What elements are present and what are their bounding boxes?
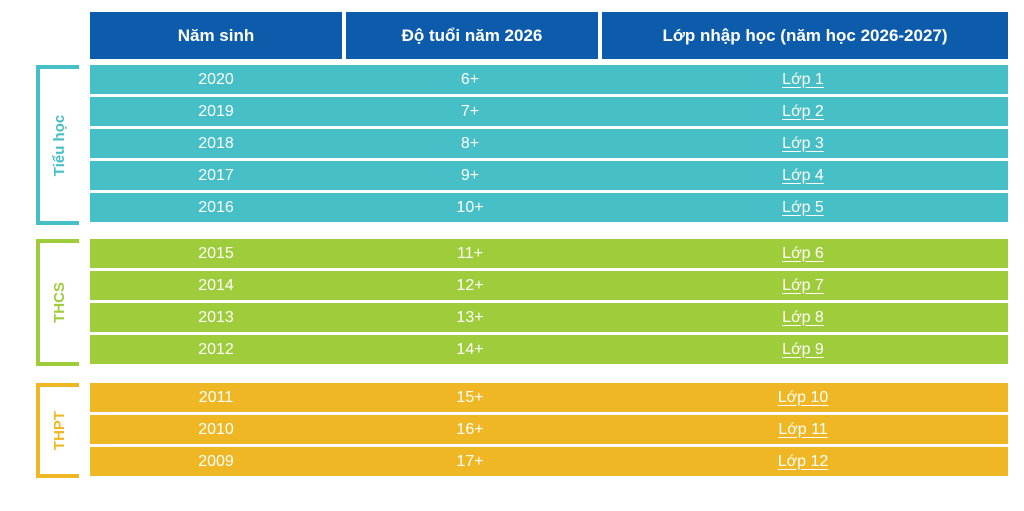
header-birth-year: Năm sinh bbox=[90, 12, 342, 59]
age-cell-text: 11+ bbox=[457, 244, 483, 262]
grade-cell-text: Lớp 8 bbox=[782, 308, 824, 326]
age-cell-text: 17+ bbox=[456, 452, 484, 470]
birth-year-cell: 2010 bbox=[90, 415, 342, 444]
age-cell: 7+ bbox=[342, 97, 598, 126]
table-row: 2020 6+ Lớp 1 bbox=[90, 65, 1008, 94]
grade-cell-text: Lớp 1 bbox=[782, 70, 824, 88]
birth-year-cell: 2009 bbox=[90, 447, 342, 476]
table-row: 2019 7+ Lớp 2 bbox=[90, 97, 1008, 126]
grade-cell: Lớp 1 bbox=[598, 65, 1008, 94]
birth-year-cell: 2012 bbox=[90, 335, 342, 364]
grade-cell-text: Lớp 2 bbox=[782, 102, 824, 120]
age-cell: 6+ bbox=[342, 65, 598, 94]
grade-cell: Lớp 11 bbox=[598, 415, 1008, 444]
age-cell-text: 8+ bbox=[460, 134, 480, 152]
grade-cell-text: Lớp 6 bbox=[782, 244, 824, 262]
age-cell: 13+ bbox=[342, 303, 598, 332]
age-cell: 17+ bbox=[342, 447, 598, 476]
age-cell-text: 16+ bbox=[456, 420, 484, 438]
age-cell-text: 12+ bbox=[456, 276, 484, 294]
birth-year-cell-text: 2016 bbox=[198, 198, 234, 216]
grade-cell-text: Lớp 11 bbox=[778, 420, 828, 438]
table-row: 2018 8+ Lớp 3 bbox=[90, 129, 1008, 158]
table-row: 2017 9+ Lớp 4 bbox=[90, 161, 1008, 190]
age-cell: 11+ bbox=[342, 239, 598, 268]
grade-cell: Lớp 4 bbox=[598, 161, 1008, 190]
grade-cell: Lớp 12 bbox=[598, 447, 1008, 476]
age-cell-text: 14+ bbox=[456, 340, 484, 358]
birth-year-cell-text: 2020 bbox=[198, 70, 234, 88]
age-cell-text: 13+ bbox=[456, 308, 484, 326]
grade-cell: Lớp 8 bbox=[598, 303, 1008, 332]
age-cell: 14+ bbox=[342, 335, 598, 364]
table-row: 2015 11+ Lớp 6 bbox=[90, 239, 1008, 268]
group-label-box: Tiểu học bbox=[36, 65, 79, 225]
birth-year-cell: 2018 bbox=[90, 129, 342, 158]
grade-cell-text: Lớp 10 bbox=[777, 388, 829, 406]
birth-year-cell-text: 2017 bbox=[198, 166, 234, 184]
grade-cell: Lớp 7 bbox=[598, 271, 1008, 300]
birth-year-cell-text: 2019 bbox=[198, 102, 234, 120]
table-row: 2014 12+ Lớp 7 bbox=[90, 271, 1008, 300]
age-cell: 9+ bbox=[342, 161, 598, 190]
age-cell-text: 15+ bbox=[456, 388, 484, 406]
table-row: 2010 16+ Lớp 11 bbox=[90, 415, 1008, 444]
grade-cell-text: Lớp 5 bbox=[782, 198, 824, 216]
header-age-2026: Độ tuổi năm 2026 bbox=[346, 12, 598, 59]
birth-year-cell-text: 2011 bbox=[198, 388, 234, 406]
age-cell-text: 6+ bbox=[460, 70, 480, 88]
birth-year-cell: 2017 bbox=[90, 161, 342, 190]
birth-year-cell: 2020 bbox=[90, 65, 342, 94]
birth-year-cell-text: 2012 bbox=[198, 340, 234, 358]
group-label: THCS bbox=[51, 282, 68, 323]
age-cell-text: 10+ bbox=[456, 198, 484, 216]
group-label-box: THPT bbox=[36, 383, 79, 478]
grade-cell-text: Lớp 3 bbox=[782, 134, 824, 152]
birth-year-cell: 2011 bbox=[90, 383, 342, 412]
birth-year-cell: 2016 bbox=[90, 193, 342, 222]
age-cell: 8+ bbox=[342, 129, 598, 158]
table-row: 2016 10+ Lớp 5 bbox=[90, 193, 1008, 222]
table-row: 2012 14+ Lớp 9 bbox=[90, 335, 1008, 364]
grade-cell: Lớp 10 bbox=[598, 383, 1008, 412]
group-label-box: THCS bbox=[36, 239, 79, 366]
table-row: 2009 17+ Lớp 12 bbox=[90, 447, 1008, 476]
birth-year-cell-text: 2013 bbox=[198, 308, 234, 326]
group-label: THPT bbox=[51, 410, 69, 451]
age-cell: 16+ bbox=[342, 415, 598, 444]
birth-year-cell: 2014 bbox=[90, 271, 342, 300]
birth-year-cell-text: 2018 bbox=[198, 134, 234, 152]
age-cell: 12+ bbox=[342, 271, 598, 300]
age-cell: 15+ bbox=[342, 383, 598, 412]
grade-cell: Lớp 2 bbox=[598, 97, 1008, 126]
grade-cell-text: Lớp 9 bbox=[782, 340, 824, 358]
age-cell-text: 9+ bbox=[460, 166, 480, 184]
grade-cell: Lớp 9 bbox=[598, 335, 1008, 364]
grade-cell-text: Lớp 4 bbox=[782, 166, 824, 184]
grade-cell: Lớp 5 bbox=[598, 193, 1008, 222]
birth-year-cell-text: 2014 bbox=[198, 276, 234, 294]
table-row: 2011 15+ Lớp 10 bbox=[90, 383, 1008, 412]
grade-cell: Lớp 6 bbox=[598, 239, 1008, 268]
birth-year-cell: 2013 bbox=[90, 303, 342, 332]
grade-cell-text: Lớp 7 bbox=[782, 276, 824, 294]
age-cell-text: 7+ bbox=[460, 102, 480, 120]
birth-year-cell: 2019 bbox=[90, 97, 342, 126]
birth-year-cell-text: 2015 bbox=[198, 244, 234, 262]
grade-cell-text: Lớp 12 bbox=[777, 452, 829, 470]
table-row: 2013 13+ Lớp 8 bbox=[90, 303, 1008, 332]
age-cell: 10+ bbox=[342, 193, 598, 222]
table-header: Năm sinh Độ tuổi năm 2026 Lớp nhập học (… bbox=[90, 12, 1008, 59]
group-label: Tiểu học bbox=[51, 114, 68, 176]
birth-year-cell-text: 2010 bbox=[198, 420, 234, 438]
grade-cell: Lớp 3 bbox=[598, 129, 1008, 158]
birth-year-cell: 2015 bbox=[90, 239, 342, 268]
header-entry-grade: Lớp nhập học (năm học 2026-2027) bbox=[602, 12, 1008, 59]
birth-year-cell-text: 2009 bbox=[198, 452, 234, 470]
